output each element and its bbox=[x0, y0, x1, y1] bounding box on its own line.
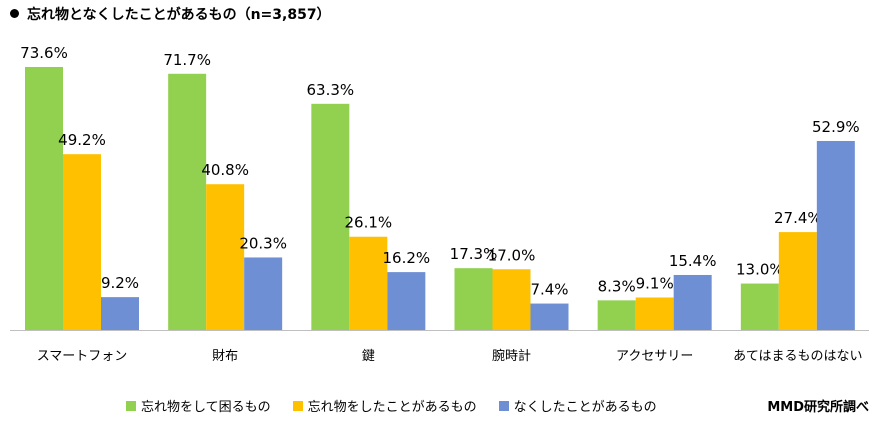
legend-label: なくしたことがあるもの bbox=[513, 400, 657, 415]
data-label-3-0: 17.3% bbox=[450, 245, 498, 263]
legend-label: 忘れ物をして困るもの bbox=[141, 400, 271, 415]
legend-item-forgot-trouble: 忘れ物をして困るもの bbox=[126, 396, 271, 415]
data-label-0-0: 73.6% bbox=[20, 44, 68, 62]
bar-4-1 bbox=[635, 297, 674, 330]
bar-0-2 bbox=[101, 297, 139, 330]
data-label-2-2: 16.2% bbox=[383, 249, 431, 267]
data-label-2-1: 26.1% bbox=[345, 214, 393, 232]
legend-label: 忘れ物をしたことがあるもの bbox=[307, 400, 477, 415]
category-label-1: 財布 bbox=[212, 349, 238, 364]
data-label-1-2: 20.3% bbox=[239, 234, 287, 252]
category-label-5: あてはまるものはない bbox=[733, 349, 862, 364]
chart-title: 忘れ物となくしたことがあるもの（n=3,857） bbox=[10, 4, 331, 24]
bar-4-2 bbox=[673, 274, 712, 330]
bar-5-2 bbox=[816, 140, 855, 330]
category-label-3: 腕時計 bbox=[492, 348, 531, 364]
bar-1-1 bbox=[206, 184, 245, 330]
bar-3-1 bbox=[492, 269, 531, 330]
bar-0-0 bbox=[25, 67, 63, 330]
data-label-4-2: 15.4% bbox=[669, 252, 717, 270]
legend-swatch-yellow bbox=[292, 400, 303, 411]
data-label-2-0: 63.3% bbox=[307, 81, 355, 99]
bar-2-0 bbox=[311, 103, 350, 330]
data-label-4-1: 9.1% bbox=[636, 274, 674, 292]
bar-5-0 bbox=[740, 283, 779, 330]
legend: 忘れ物をして困るもの 忘れ物をしたことがあるもの なくしたことがあるもの bbox=[126, 396, 679, 415]
legend-item-forgot-experience: 忘れ物をしたことがあるもの bbox=[292, 396, 477, 415]
bar-0-1 bbox=[63, 154, 101, 330]
data-label-4-0: 8.3% bbox=[598, 277, 636, 295]
bar-2-1 bbox=[349, 236, 388, 330]
bullet-icon bbox=[10, 9, 19, 18]
bar-4-0 bbox=[597, 300, 636, 330]
bar-chart: 73.6% 49.2% 9.2% スマートフォン 71.7% 40.8% 20.3% 財布 63… bbox=[10, 44, 869, 364]
data-label-1-0: 71.7% bbox=[163, 51, 211, 69]
data-label-5-0: 13.0% bbox=[736, 261, 784, 279]
bar-3-0 bbox=[454, 268, 493, 330]
legend-swatch-green bbox=[126, 400, 136, 411]
bar-5-1 bbox=[778, 232, 817, 330]
data-label-5-1: 27.4% bbox=[774, 209, 822, 227]
chart-title-text: 忘れ物となくしたことがあるもの（n=3,857） bbox=[27, 7, 331, 23]
bar-1-2 bbox=[244, 257, 283, 330]
data-label-5-2: 52.9% bbox=[812, 118, 860, 136]
bar-2-2 bbox=[387, 272, 426, 330]
legend-swatch-blue bbox=[498, 400, 509, 411]
data-label-0-2: 9.2% bbox=[101, 274, 139, 292]
category-label-4: アクセサリー bbox=[616, 349, 693, 364]
data-label-0-1: 49.2% bbox=[58, 131, 106, 149]
data-label-3-1: 17.0% bbox=[488, 246, 536, 264]
data-label-3-2: 7.4% bbox=[530, 281, 568, 299]
data-label-1-1: 40.8% bbox=[201, 161, 249, 179]
category-label-0: スマートフォン bbox=[37, 349, 128, 364]
bar-1-0 bbox=[168, 73, 207, 331]
source-credit: MMD研究所調べ bbox=[767, 400, 869, 415]
legend-item-lost: なくしたことがあるもの bbox=[498, 396, 657, 415]
bar-3-2 bbox=[530, 303, 569, 330]
category-label-2: 鍵 bbox=[362, 348, 375, 364]
